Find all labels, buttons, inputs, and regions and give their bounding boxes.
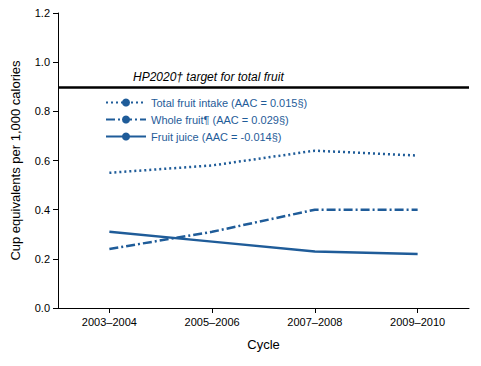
svg-text:2003–2004: 2003–2004 [82, 316, 137, 328]
svg-text:Cup equivalents per 1,000 calo: Cup equivalents per 1,000 calories [8, 60, 23, 261]
svg-text:1.0: 1.0 [35, 56, 50, 68]
svg-text:Cycle: Cycle [247, 337, 280, 352]
svg-text:2007–2008: 2007–2008 [287, 316, 342, 328]
svg-text:1.2: 1.2 [35, 7, 50, 19]
svg-text:2005–2006: 2005–2006 [185, 316, 240, 328]
svg-text:0.2: 0.2 [35, 253, 50, 265]
svg-text:Whole fruit¶ (AAC = 0.029§): Whole fruit¶ (AAC = 0.029§) [151, 114, 289, 126]
svg-text:0.6: 0.6 [35, 155, 50, 167]
svg-text:HP2020† target for total fruit: HP2020† target for total fruit [133, 70, 284, 84]
svg-text:Fruit juice (AAC = -0.014§): Fruit juice (AAC = -0.014§) [151, 131, 282, 143]
svg-text:0.4: 0.4 [35, 204, 50, 216]
svg-text:0.0: 0.0 [35, 302, 50, 314]
svg-text:2009–2010: 2009–2010 [390, 316, 445, 328]
svg-text:0.8: 0.8 [35, 105, 50, 117]
svg-text:Total fruit intake (AAC = 0.01: Total fruit intake (AAC = 0.015§) [151, 97, 307, 109]
